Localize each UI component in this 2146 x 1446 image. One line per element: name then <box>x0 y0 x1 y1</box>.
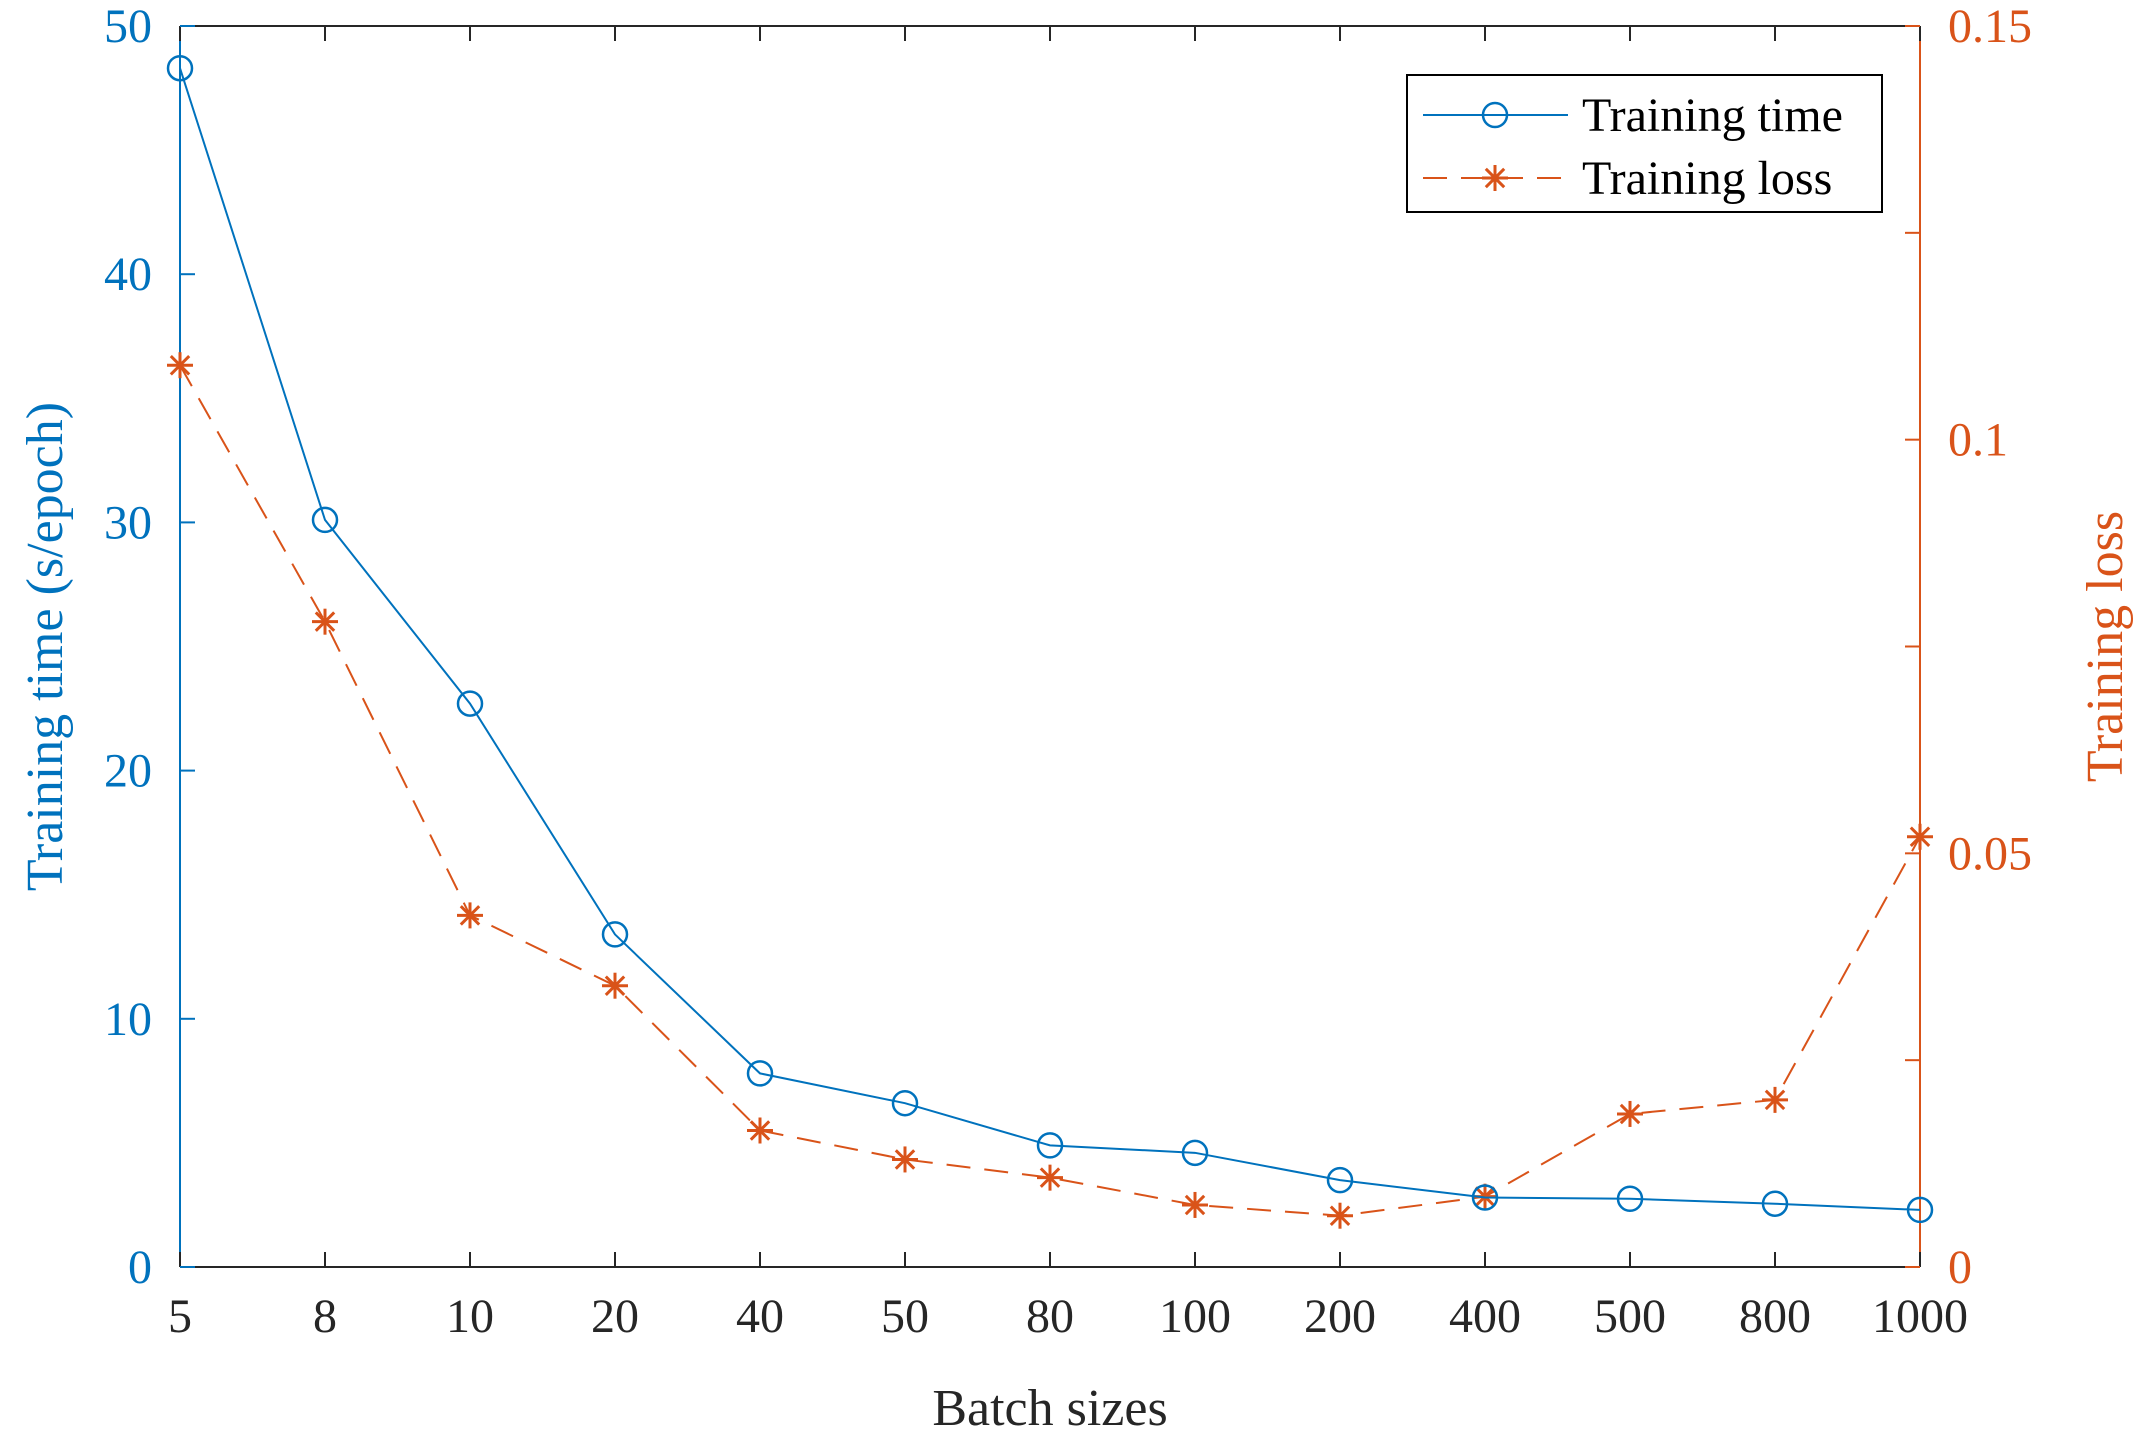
training-loss-point <box>1617 1100 1643 1127</box>
ticks-layer: 5 8 10 20 40 50 80 100 200 400 500 800 1000010203040… <box>104 0 2032 1343</box>
x-tick-label: 100 <box>1159 1290 1231 1343</box>
right-y-tick-label: 0.1 <box>1948 414 2008 467</box>
training-loss-point <box>1182 1191 1208 1218</box>
series-layer <box>166 54 1934 1229</box>
legend-label-training-time: Training time <box>1582 89 1843 142</box>
x-tick-label: 80 <box>1026 1290 1074 1343</box>
training-time-point <box>1761 1190 1789 1217</box>
x-axis-title: Batch sizes <box>932 1380 1167 1437</box>
training-loss-point <box>892 1146 918 1173</box>
training-time-point <box>311 506 339 534</box>
left-y-tick-label: 0 <box>128 1241 152 1294</box>
x-tick-label: 800 <box>1739 1290 1811 1343</box>
training-time-point <box>1181 1139 1209 1167</box>
left-y-tick-label: 20 <box>104 745 152 798</box>
asterisk-stroke <box>1329 1205 1351 1226</box>
training-time-point <box>601 921 629 948</box>
training-loss-point <box>167 352 193 379</box>
asterisk-stroke <box>1619 1103 1641 1125</box>
training-loss-point <box>1327 1202 1353 1229</box>
legend-marker-circle-icon <box>1481 101 1509 129</box>
x-tick-label: 500 <box>1594 1290 1666 1343</box>
asterisk-stroke <box>169 354 191 376</box>
training-time-point <box>1616 1185 1644 1212</box>
left-y-tick-label: 10 <box>104 993 152 1046</box>
right-y-tick-label: 0 <box>1948 1241 1972 1294</box>
asterisk-stroke <box>1484 167 1506 189</box>
x-tick-label: 40 <box>736 1290 784 1343</box>
asterisk-stroke <box>1184 1194 1206 1216</box>
training-loss-point <box>602 972 628 999</box>
asterisk-stroke <box>1039 1167 1061 1188</box>
left-y-axis-title: Training time (s/epoch) <box>17 402 74 891</box>
asterisk-stroke <box>314 611 336 632</box>
training-time-point <box>746 1060 774 1087</box>
x-tick-label: 5 <box>168 1290 192 1343</box>
x-tick-label: 10 <box>446 1290 494 1343</box>
training-time-point <box>1906 1196 1934 1224</box>
legend: Training time Training loss <box>1406 74 1883 213</box>
asterisk-stroke <box>604 975 626 996</box>
training-time-line <box>179 67 1921 1211</box>
x-tick-label: 50 <box>881 1290 929 1343</box>
x-tick-label: 1000 <box>1872 1290 1968 1343</box>
training-time-point <box>1326 1166 1354 1194</box>
x-tick-label: 8 <box>313 1290 337 1343</box>
x-tick-label: 20 <box>591 1290 639 1343</box>
training-time-point <box>891 1089 919 1117</box>
training-time-point <box>456 690 484 717</box>
left-y-tick-label: 40 <box>104 248 152 301</box>
right-y-axis-title: Training loss <box>2077 511 2134 782</box>
x-tick-label: 200 <box>1304 1290 1376 1343</box>
training-loss-point <box>457 902 483 929</box>
training-time-point <box>1036 1132 1064 1159</box>
training-loss-point <box>1037 1164 1063 1191</box>
left-y-tick-label: 30 <box>104 496 152 549</box>
asterisk-stroke <box>894 1149 916 1170</box>
training-loss-point <box>312 608 338 635</box>
legend-box <box>1406 74 1883 213</box>
right-y-tick-label: 0.15 <box>1948 0 2032 53</box>
asterisk-stroke <box>1764 1089 1786 1111</box>
legend-label-training-loss: Training loss <box>1582 152 1832 205</box>
training-time-point <box>1471 1184 1499 1211</box>
legend-marker-asterisk-icon <box>1482 165 1508 191</box>
left-y-tick-label: 50 <box>104 0 152 53</box>
training-loss-point <box>1762 1086 1788 1113</box>
asterisk-stroke <box>459 905 481 926</box>
training-time-point <box>166 54 194 82</box>
training-loss-point <box>747 1117 773 1144</box>
asterisk-stroke <box>1909 826 1931 848</box>
right-y-tick-label: 0.05 <box>1948 827 2032 880</box>
training-loss-point <box>1907 823 1933 850</box>
x-tick-label: 400 <box>1449 1290 1521 1343</box>
asterisk-stroke <box>749 1120 771 1141</box>
